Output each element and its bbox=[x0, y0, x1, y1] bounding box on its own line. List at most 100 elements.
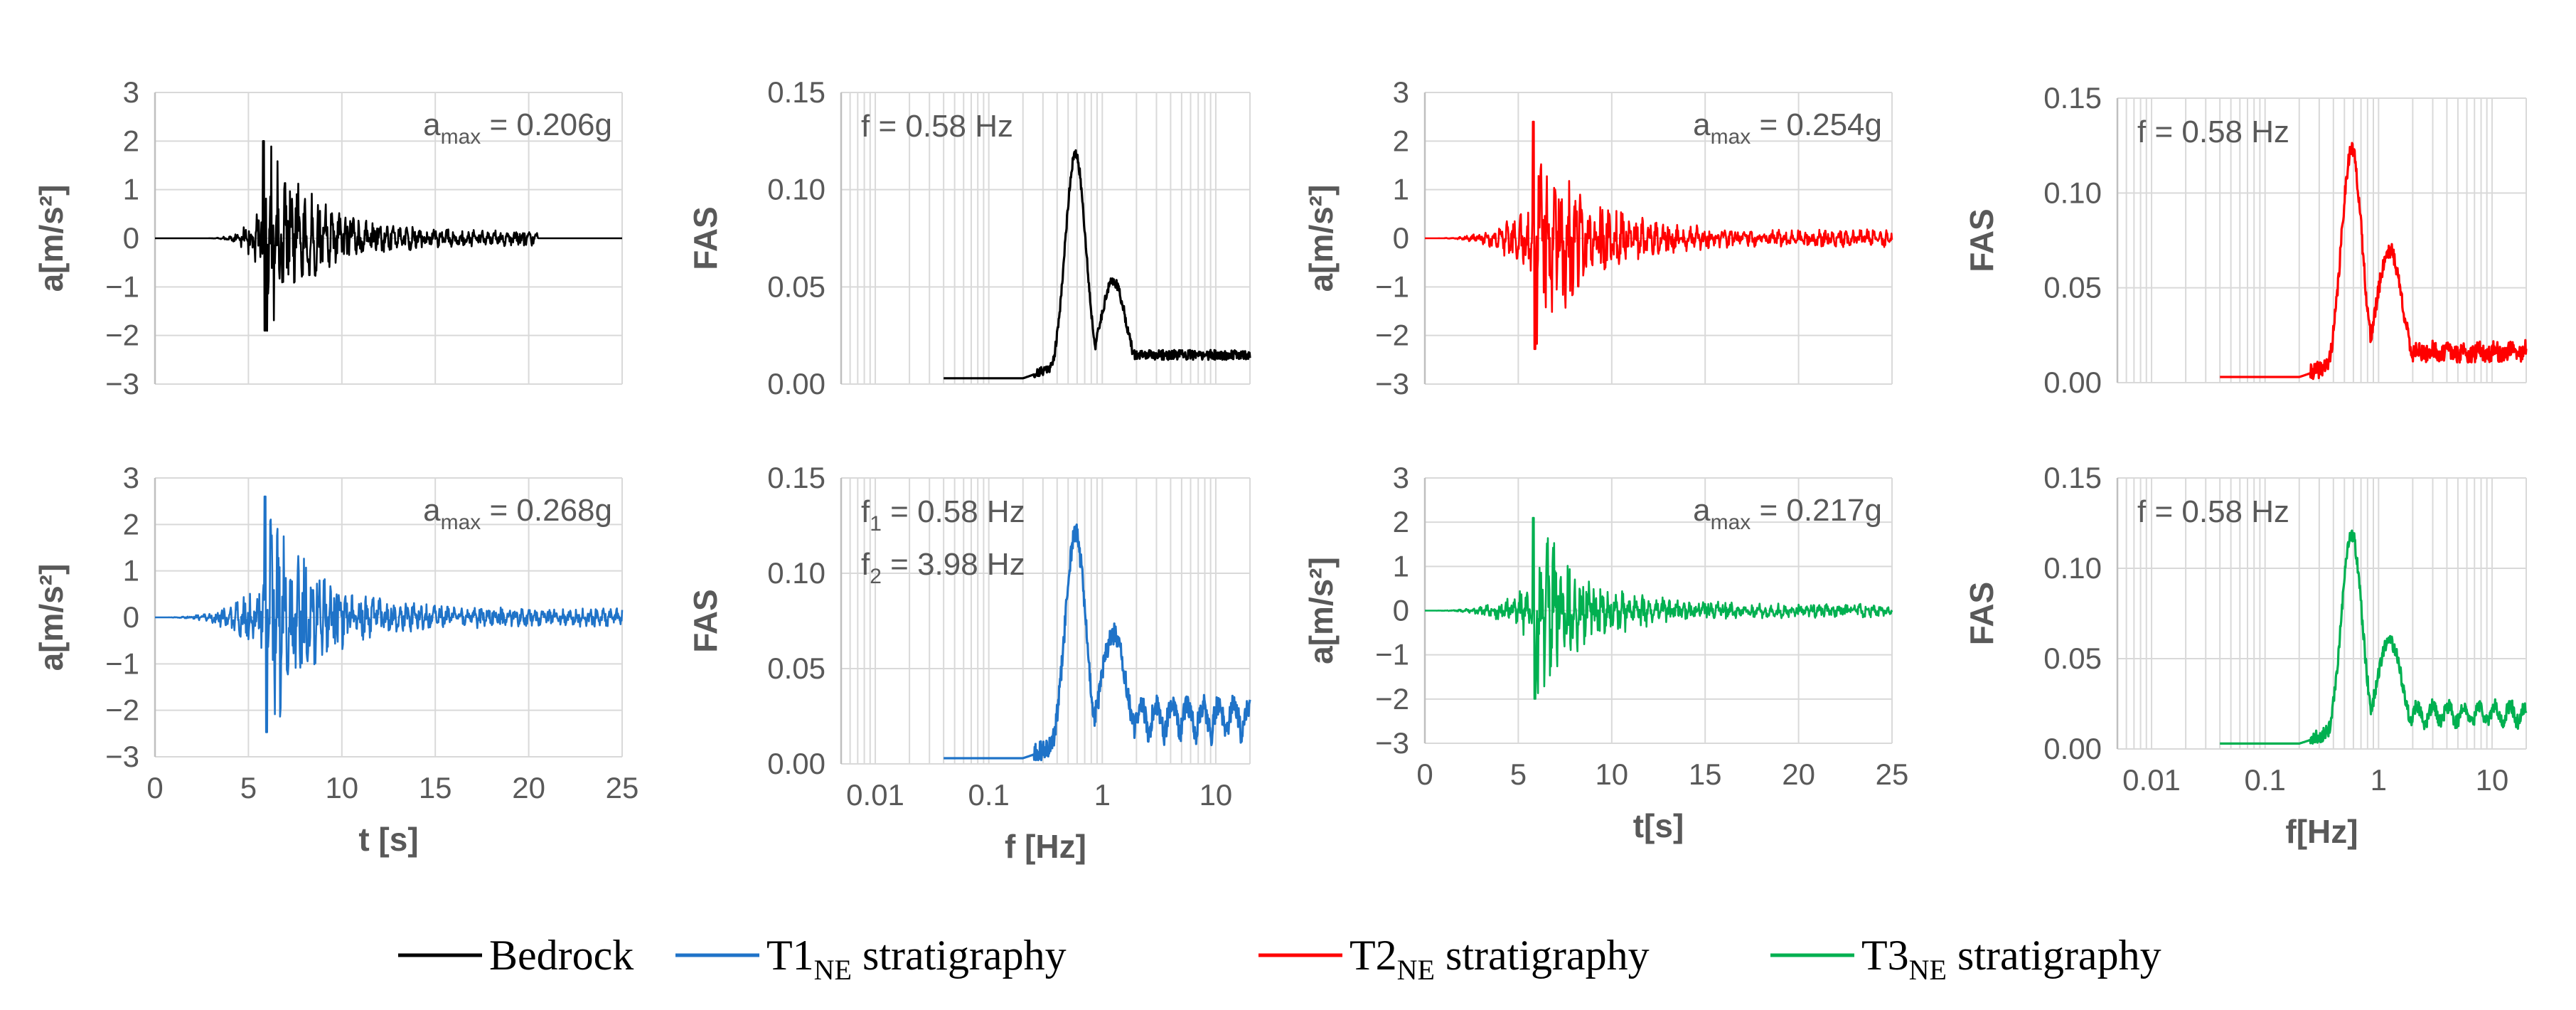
y-tick-label: −3 bbox=[105, 740, 139, 773]
y-tick-label: 0.00 bbox=[767, 367, 825, 400]
x-tick-label: 10 bbox=[2476, 763, 2509, 797]
legend-label-t1: T1NE stratigraphy bbox=[766, 932, 1067, 986]
y-axis-label: a[m/s²] bbox=[1303, 557, 1340, 664]
x-tick-label: 15 bbox=[419, 771, 452, 804]
series-line-t2 bbox=[1425, 122, 1892, 349]
y-tick-label: 0.15 bbox=[2043, 461, 2102, 494]
chart-t1-fas: 0.00 0.05 0.10 0.15 0.01 0.1 1 10 f [Hz] FAS f1 = … bbox=[687, 461, 1250, 865]
series-line-t3 bbox=[1425, 518, 1892, 699]
x-tick-label: 20 bbox=[1782, 758, 1815, 791]
y-tick-label: 0.00 bbox=[2043, 732, 2102, 765]
x-tick-label: 25 bbox=[606, 771, 639, 804]
y-tick-label: 0.10 bbox=[767, 173, 825, 206]
y-axis-label: FAS bbox=[1963, 582, 2000, 645]
figure: −3−2−10123a[m/s²]amax = 0.206g0.000.050.… bbox=[0, 0, 2576, 1010]
y-tick-label: 1 bbox=[1393, 549, 1409, 583]
y-tick-label: 2 bbox=[1393, 505, 1409, 538]
legend-label-t3: T3NE stratigraphy bbox=[1861, 932, 2161, 986]
y-tick-label: −1 bbox=[1375, 270, 1409, 303]
y-tick-label: 0.15 bbox=[767, 75, 825, 109]
y-tick-label: 2 bbox=[1393, 124, 1409, 157]
y-tick-label: −3 bbox=[105, 367, 139, 400]
y-axis-label: a[m/s²] bbox=[33, 564, 70, 671]
y-tick-label: 1 bbox=[123, 173, 139, 206]
legend-label-t2: T2NE stratigraphy bbox=[1350, 932, 1650, 986]
y-tick-label: 3 bbox=[123, 461, 139, 494]
x-axis-label: f [Hz] bbox=[1005, 828, 1086, 865]
chart-t2-fas: 0.00 0.05 0.10 0.15 FAS f = 0.58 Hz bbox=[1963, 81, 2526, 399]
annotation: amax = 0.217g bbox=[1693, 493, 1882, 534]
y-tick-label: 3 bbox=[123, 75, 139, 109]
y-tick-label: 0.10 bbox=[767, 556, 825, 590]
y-tick-label: −2 bbox=[105, 693, 139, 727]
y-tick-label: −1 bbox=[105, 270, 139, 303]
y-tick-label: 2 bbox=[123, 124, 139, 157]
y-tick-label: 0.15 bbox=[767, 461, 825, 494]
y-tick-label: 0.10 bbox=[2043, 551, 2102, 585]
y-tick-label: −1 bbox=[105, 647, 139, 680]
x-tick-label: 1 bbox=[1094, 778, 1111, 812]
y-tick-label: 0 bbox=[1393, 221, 1409, 255]
annotation: f = 0.58 Hz bbox=[2137, 115, 2289, 149]
y-tick-label: 0.05 bbox=[767, 270, 825, 303]
y-axis-label: FAS bbox=[687, 589, 724, 652]
x-tick-label: 15 bbox=[1689, 758, 1722, 791]
x-tick-label: 0 bbox=[146, 771, 163, 804]
y-tick-label: −2 bbox=[1375, 319, 1409, 352]
y-tick-label: 0.05 bbox=[767, 652, 825, 685]
y-tick-label: 0.15 bbox=[2043, 81, 2102, 115]
y-tick-label: 0.00 bbox=[2043, 366, 2102, 399]
x-tick-label: 20 bbox=[512, 771, 545, 804]
y-tick-label: 3 bbox=[1393, 461, 1409, 494]
y-tick-label: −1 bbox=[1375, 638, 1409, 671]
y-tick-label: 3 bbox=[1393, 75, 1409, 109]
y-tick-label: 0 bbox=[1393, 594, 1409, 627]
y-tick-label: −3 bbox=[1375, 367, 1409, 400]
x-tick-label: 10 bbox=[325, 771, 358, 804]
y-tick-label: 0 bbox=[123, 221, 139, 255]
x-axis-label: t [s] bbox=[358, 821, 418, 858]
annotation: amax = 0.268g bbox=[423, 493, 612, 534]
y-tick-label: 0.05 bbox=[2043, 642, 2102, 675]
chart-t3-accel: −3 −2 −1 0 1 2 3 0 5 10 15 20 25 t[s] a[m/s²] amax = 0.… bbox=[1303, 461, 1908, 844]
chart-t3-fas: 0.00 0.05 0.10 0.15 0.01 0.1 1 10 f[Hz] FAS f = 0.… bbox=[1963, 461, 2526, 850]
y-axis-label: FAS bbox=[687, 206, 724, 270]
series-line-bedrock bbox=[155, 141, 622, 331]
chart-t2-accel: −3 −2 −1 0 1 2 3 a[m/s²] amax = 0.254g bbox=[1303, 75, 1892, 400]
x-tick-label: 10 bbox=[1595, 758, 1628, 791]
y-axis-label: a[m/s²] bbox=[33, 185, 70, 292]
y-tick-label: 2 bbox=[123, 507, 139, 541]
y-tick-label: 1 bbox=[123, 554, 139, 588]
annotation: f = 0.58 Hz bbox=[861, 109, 1013, 144]
x-tick-label: 0.01 bbox=[2122, 763, 2181, 797]
annotation: amax = 0.254g bbox=[1693, 107, 1882, 149]
x-tick-label: 10 bbox=[1199, 778, 1233, 812]
chart-t1-accel: −3 −2 −1 0 1 2 3 0 5 10 15 20 25 t [s] a[m/s²] amax = 0… bbox=[33, 461, 638, 858]
x-tick-label: 5 bbox=[1510, 758, 1527, 791]
y-tick-label: −2 bbox=[105, 319, 139, 352]
x-tick-label: 25 bbox=[1876, 758, 1909, 791]
y-tick-label: 0.00 bbox=[767, 747, 825, 780]
y-tick-label: 0.10 bbox=[2043, 176, 2102, 209]
x-tick-label: 0.1 bbox=[968, 778, 1009, 812]
x-axis-label: f[Hz] bbox=[2285, 813, 2358, 850]
y-axis-label: FAS bbox=[1963, 208, 2000, 272]
annotation: f = 0.58 Hz bbox=[2137, 494, 2289, 529]
y-tick-label: 0.05 bbox=[2043, 271, 2102, 304]
x-axis-label: t[s] bbox=[1633, 807, 1684, 844]
y-axis-label: a[m/s²] bbox=[1303, 185, 1340, 292]
x-tick-label: 0.1 bbox=[2244, 763, 2285, 797]
y-tick-label: 1 bbox=[1393, 173, 1409, 206]
y-tick-label: −3 bbox=[1375, 726, 1409, 760]
x-tick-label: 0.01 bbox=[846, 778, 904, 812]
series-line-t1 bbox=[155, 496, 622, 732]
y-tick-label: 0 bbox=[123, 600, 139, 634]
chart-bedrock-accel: −3 −2 −1 0 1 2 3 a[m/s²] amax = 0.206g bbox=[33, 75, 622, 400]
annotation: amax = 0.206g bbox=[423, 107, 612, 149]
chart-bedrock-fas: 0.00 0.05 0.10 0.15 FAS f = 0.58 Hz bbox=[687, 75, 1250, 400]
x-tick-label: 1 bbox=[2371, 763, 2387, 797]
legend-label-bedrock: Bedrock bbox=[489, 932, 634, 979]
y-tick-label: −2 bbox=[1375, 682, 1409, 716]
x-tick-label: 5 bbox=[240, 771, 257, 804]
legend: Bedrock T1NE stratigraphy T2NE stratigraph… bbox=[398, 932, 2161, 986]
